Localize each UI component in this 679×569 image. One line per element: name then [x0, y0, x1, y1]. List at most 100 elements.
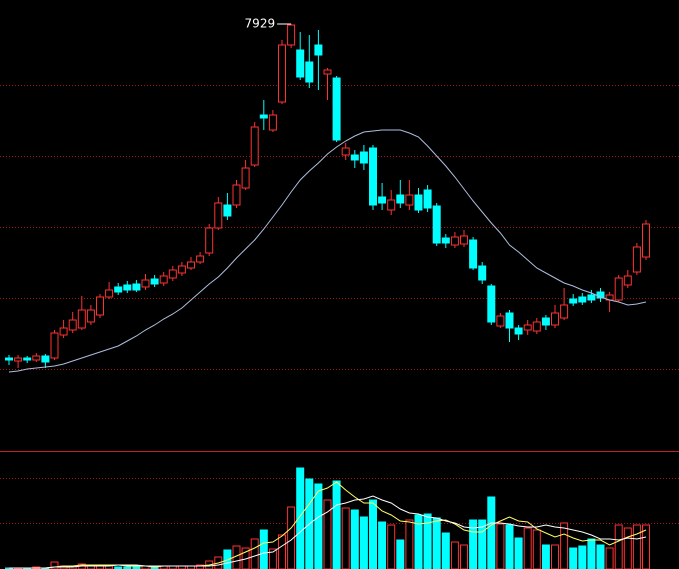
volume-average-line [9, 495, 647, 569]
volume-bar [569, 547, 578, 569]
volume-bar [268, 548, 277, 569]
candle-body [323, 69, 332, 75]
candle-body [341, 147, 350, 156]
volume-bar [387, 524, 396, 569]
candle-body [496, 315, 505, 327]
candle-body [77, 309, 86, 329]
candle-body [614, 277, 623, 301]
candle-body [441, 237, 450, 244]
volume-bar [123, 566, 132, 569]
candle-body [32, 355, 41, 361]
candle-body [632, 246, 641, 273]
volume-bar [460, 544, 468, 569]
volume-bar [396, 539, 405, 569]
annotation: 7929 [245, 17, 276, 31]
candle-body [250, 126, 259, 166]
volume-bar [587, 538, 596, 569]
candle-body [569, 298, 578, 304]
volume-bar [505, 524, 514, 569]
candle-body [232, 184, 241, 206]
candle-body [450, 236, 459, 246]
candle-body [150, 278, 159, 285]
volume-bar [359, 516, 368, 569]
volume-bar [578, 545, 587, 569]
volume-bar [296, 467, 305, 569]
candle-body [296, 49, 305, 78]
candle-body [123, 284, 132, 291]
candle-body [105, 289, 114, 298]
candle-body [423, 189, 432, 209]
candle-body [241, 167, 250, 189]
candle-body [642, 223, 650, 258]
volume-bar [323, 499, 332, 569]
volume-bar [596, 544, 605, 569]
candle-body [469, 239, 478, 269]
volume-bar [441, 532, 450, 569]
candle-body [5, 357, 13, 361]
candle-body [432, 205, 441, 244]
volume-bar [341, 507, 350, 569]
candle-body [23, 357, 32, 361]
candle-body [214, 202, 223, 229]
candle-body [523, 324, 532, 331]
volume-bar [532, 529, 541, 569]
candle-body [314, 44, 323, 56]
candle-body [259, 114, 268, 119]
candle-body [332, 77, 341, 141]
candle-body [478, 265, 487, 281]
volume-bar [605, 547, 614, 569]
candle-body [460, 235, 468, 245]
candle-body [268, 114, 277, 131]
candle-body [41, 355, 50, 363]
volume-bar [196, 564, 205, 569]
candle-body [223, 204, 232, 217]
candle-body [587, 294, 596, 301]
candle-body [414, 194, 423, 211]
candle-body [387, 199, 396, 211]
candle-body [187, 261, 195, 269]
candle-body [159, 275, 168, 284]
candle-body [551, 312, 559, 326]
volume-bar [642, 524, 650, 569]
candle-body [532, 321, 541, 332]
volume-bar [350, 509, 359, 569]
candle-body [359, 151, 368, 164]
volume-bar [332, 480, 341, 569]
volume-bar [551, 544, 559, 569]
candle-body [350, 154, 359, 161]
volume-bar [414, 514, 423, 569]
candle-body [86, 309, 95, 323]
candle-body [405, 194, 414, 206]
volume-bar [496, 523, 505, 569]
volume-bar [523, 527, 532, 569]
candle-body [68, 319, 77, 331]
candle-body [196, 255, 205, 263]
candle-body [578, 296, 587, 303]
candle-body [487, 285, 496, 323]
volume-bar [487, 496, 496, 569]
volume-bar [560, 522, 569, 569]
candle-body [287, 24, 296, 46]
moving-average-line [8, 129, 647, 373]
candle-body [623, 275, 632, 286]
volume-bar [369, 499, 377, 569]
candle-body [514, 327, 523, 335]
volume-bar [405, 519, 414, 569]
volume-bar [623, 527, 632, 569]
volume-bar [514, 537, 523, 569]
candle-body [560, 304, 569, 319]
candle-body [369, 147, 377, 206]
candle-body [305, 61, 314, 83]
volume-bar [632, 524, 641, 569]
volume-bar [423, 513, 432, 569]
candle-body [278, 44, 286, 103]
candle-body [378, 196, 387, 204]
candle-body [114, 286, 123, 293]
candle-body [177, 265, 186, 274]
volume-bar [278, 534, 286, 569]
candle-body [96, 296, 104, 316]
candle-body [59, 327, 68, 336]
candle-body [505, 312, 514, 329]
